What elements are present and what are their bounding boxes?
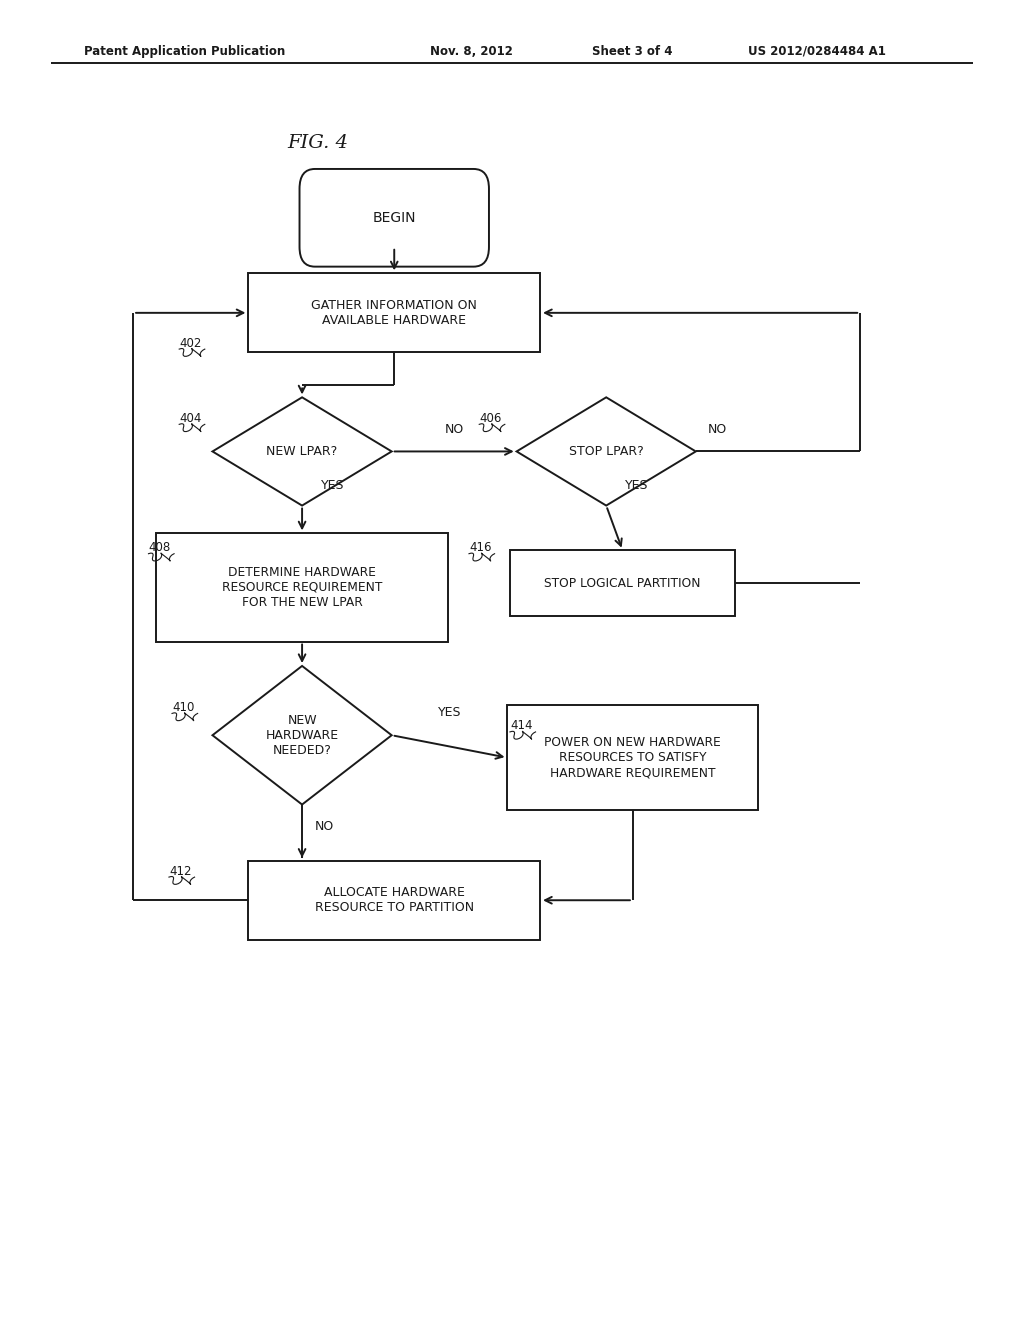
Text: 414: 414 — [510, 719, 532, 733]
Bar — [249, 273, 541, 352]
Bar — [510, 550, 735, 616]
Polygon shape — [516, 397, 696, 506]
Text: Patent Application Publication: Patent Application Publication — [84, 45, 286, 58]
Text: 406: 406 — [479, 412, 502, 425]
Text: FIG. 4: FIG. 4 — [287, 133, 348, 152]
Polygon shape — [213, 667, 391, 804]
Text: POWER ON NEW HARDWARE
RESOURCES TO SATISFY
HARDWARE REQUIREMENT: POWER ON NEW HARDWARE RESOURCES TO SATIS… — [545, 737, 721, 779]
Text: STOP LOGICAL PARTITION: STOP LOGICAL PARTITION — [545, 577, 700, 590]
Bar — [249, 861, 541, 940]
Text: NEW LPAR?: NEW LPAR? — [266, 445, 338, 458]
Text: DETERMINE HARDWARE
RESOURCE REQUIREMENT
FOR THE NEW LPAR: DETERMINE HARDWARE RESOURCE REQUIREMENT … — [222, 566, 382, 609]
Text: 404: 404 — [179, 412, 202, 425]
Text: NO: NO — [444, 422, 464, 436]
Polygon shape — [213, 397, 391, 506]
Text: 416: 416 — [469, 541, 492, 554]
Text: Nov. 8, 2012: Nov. 8, 2012 — [430, 45, 513, 58]
Text: 412: 412 — [169, 865, 191, 878]
Bar — [508, 705, 758, 810]
Text: NEW
HARDWARE
NEEDED?: NEW HARDWARE NEEDED? — [265, 714, 339, 756]
Text: 410: 410 — [172, 701, 195, 714]
Bar — [156, 533, 449, 642]
FancyBboxPatch shape — [299, 169, 489, 267]
Text: US 2012/0284484 A1: US 2012/0284484 A1 — [748, 45, 886, 58]
Text: YES: YES — [321, 479, 344, 492]
Text: ALLOCATE HARDWARE
RESOURCE TO PARTITION: ALLOCATE HARDWARE RESOURCE TO PARTITION — [314, 886, 474, 915]
Text: YES: YES — [438, 706, 461, 719]
Text: BEGIN: BEGIN — [373, 211, 416, 224]
Text: 402: 402 — [179, 337, 202, 350]
Text: 408: 408 — [148, 541, 171, 554]
Text: STOP LPAR?: STOP LPAR? — [569, 445, 643, 458]
Text: NO: NO — [709, 422, 727, 436]
Text: Sheet 3 of 4: Sheet 3 of 4 — [592, 45, 673, 58]
Text: YES: YES — [625, 479, 648, 492]
Text: NO: NO — [314, 820, 334, 833]
Text: GATHER INFORMATION ON
AVAILABLE HARDWARE: GATHER INFORMATION ON AVAILABLE HARDWARE — [311, 298, 477, 327]
